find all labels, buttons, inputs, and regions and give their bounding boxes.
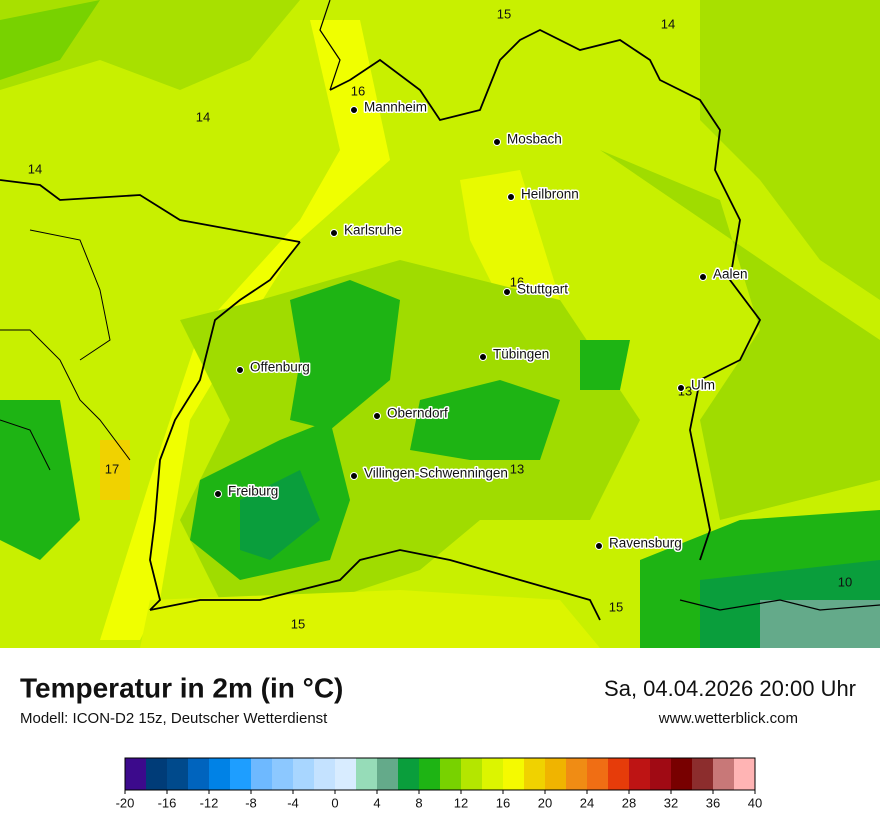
map-temperature-label: 15 (609, 599, 623, 614)
map-temperature-label: 15 (291, 616, 305, 631)
colorbar-swatch (419, 758, 441, 790)
city-marker (493, 138, 501, 146)
colorbar-tick-label: -4 (287, 795, 299, 810)
city-marker (479, 353, 487, 361)
colorbar-swatch (125, 758, 147, 790)
map-temperature-label: 13 (510, 461, 524, 476)
colorbar-swatch (251, 758, 273, 790)
map-temperature-label: 14 (661, 16, 675, 31)
city-label: Heilbronn (521, 187, 579, 202)
city-marker (330, 229, 338, 237)
map-temperature-label: 17 (105, 461, 119, 476)
colorbar-swatch (167, 758, 189, 790)
colorbar-tick-label: -20 (116, 795, 135, 810)
map-temperature-label: 16 (510, 274, 524, 289)
datetime: Sa, 04.04.2026 20:00 Uhr (604, 676, 856, 701)
colorbar-swatch (734, 758, 756, 790)
colorbar-swatch (398, 758, 420, 790)
colorbar-swatch (713, 758, 735, 790)
colorbar-tick-label: 16 (496, 795, 510, 810)
city-label: Tübingen (493, 347, 549, 362)
city-label: Mosbach (507, 132, 562, 147)
city-marker (373, 412, 381, 420)
colorbar-tick-label: 36 (706, 795, 720, 810)
colorbar-swatch (650, 758, 672, 790)
city-label: Offenburg (250, 360, 310, 375)
borders (0, 0, 880, 621)
colorbar-swatch (272, 758, 294, 790)
map-temperature-label: 10 (838, 574, 852, 589)
colorbar-swatch (293, 758, 315, 790)
colorbar-swatch (587, 758, 609, 790)
colorbar-tick-label: -8 (245, 795, 257, 810)
colorbar-swatch (356, 758, 378, 790)
colorbar-swatch (209, 758, 231, 790)
colorbar-swatch (629, 758, 651, 790)
colorbar-swatch (482, 758, 504, 790)
city-label: Mannheim (364, 100, 427, 115)
colorbar-tick-label: 4 (373, 795, 380, 810)
colorbar-swatch (377, 758, 399, 790)
city-marker (503, 288, 511, 296)
city-label: Aalen (713, 267, 748, 282)
city-label: Villingen-Schwenningen (364, 466, 508, 481)
colorbar-tick-label: -16 (158, 795, 177, 810)
city-marker (507, 193, 515, 201)
city-marker (350, 472, 358, 480)
city-marker (595, 542, 603, 550)
city-label: Oberndorf (387, 406, 448, 421)
temperature-fields (0, 0, 880, 648)
map-temperature-label: 14 (28, 161, 42, 176)
city-marker (699, 273, 707, 281)
colorbar-swatch (608, 758, 630, 790)
colorbar-swatch (440, 758, 462, 790)
map-temperature-label: 16 (351, 83, 365, 98)
colorbar-swatch (146, 758, 168, 790)
map-temperature-label: 14 (196, 109, 210, 124)
colorbar-swatch (671, 758, 693, 790)
colorbar-swatch (461, 758, 483, 790)
colorbar-tick-label: 0 (331, 795, 338, 810)
city-label: Stuttgart (517, 282, 568, 297)
colorbar-tick-label: 20 (538, 795, 552, 810)
colorbar-swatch (692, 758, 714, 790)
colorbar-tick-label: -12 (200, 795, 219, 810)
city-label: Ulm (691, 378, 715, 393)
colorbar-swatch (545, 758, 567, 790)
website: www.wetterblick.com (658, 710, 798, 727)
colorbar-swatch (314, 758, 336, 790)
colorbar-tick-label: 28 (622, 795, 636, 810)
colorbar-swatch (230, 758, 252, 790)
colorbar-tick-label: 8 (415, 795, 422, 810)
city-label: Ravensburg (609, 536, 682, 551)
footer-background (0, 648, 880, 830)
colorbar-tick-label: 24 (580, 795, 594, 810)
city-label: Karlsruhe (344, 223, 402, 238)
city-marker (350, 106, 358, 114)
map-temperature-label: 15 (497, 6, 511, 21)
colorbar-swatch (566, 758, 588, 790)
colorbar-tick-label: 40 (748, 795, 762, 810)
colorbar-swatch (503, 758, 525, 790)
colorbar: -20 -16 -12 -8 -4 0 4 8 12 16 20 24 28 32 36 40 (116, 757, 762, 810)
colorbar-swatch (335, 758, 357, 790)
colorbar-swatch (524, 758, 546, 790)
title: Temperatur in 2m (in °C) (20, 672, 343, 703)
colorbar-tick-label: 12 (454, 795, 468, 810)
city-marker (677, 384, 685, 392)
colorbar-frame (124, 757, 756, 791)
model: Modell: ICON-D2 15z, Deutscher Wetterdie… (20, 710, 328, 727)
city-marker (236, 366, 244, 374)
city-marker (214, 490, 222, 498)
city-label: Freiburg (228, 484, 278, 499)
colorbar-tick-label: 32 (664, 795, 678, 810)
colorbar-swatch (188, 758, 210, 790)
